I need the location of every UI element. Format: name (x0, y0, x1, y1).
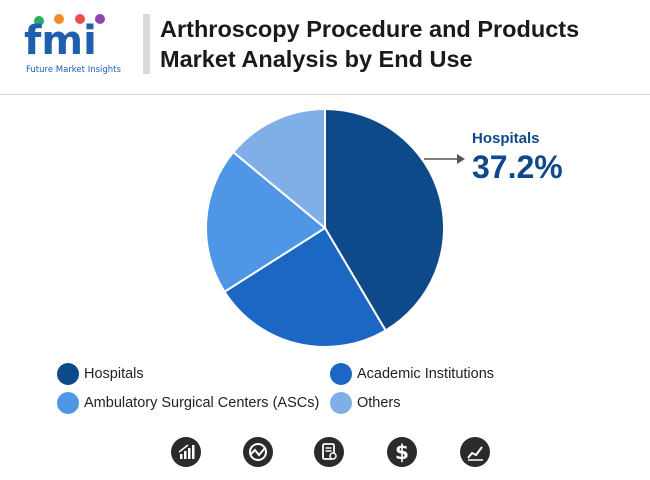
title-accent-bar (143, 14, 150, 74)
legend-swatch-hospitals (57, 363, 79, 385)
legend-item-hospitals[interactable]: Hospitals (57, 363, 144, 385)
legend-label-academic-institutions: Academic Institutions (357, 366, 495, 382)
title-line-1: Arthroscopy Procedure and Products (160, 16, 580, 42)
logo-text: fmi (24, 18, 97, 64)
logo-subtext: Future Market Insights (26, 65, 121, 75)
hospitals-callout: Hospitals 37.2% (472, 130, 563, 186)
pie-slice-academic-institutions[interactable] (223, 226, 387, 348)
fmi-logo-graphic: fmi Future Market Insights (24, 14, 121, 75)
title-line-2: Market Analysis by End Use (160, 46, 473, 72)
trend-analysis-icon[interactable] (243, 437, 273, 467)
line-chart-icon[interactable] (460, 437, 490, 467)
pie-slice-ambulatory-surgical-centers-ascs[interactable] (205, 150, 327, 294)
dollar-icon[interactable]: $ (387, 437, 417, 467)
header-divider (0, 94, 650, 95)
legend-item-academic-institutions[interactable]: Academic Institutions (330, 363, 494, 385)
legend-swatch-ascs (57, 392, 79, 414)
pie-slice-hospitals[interactable] (324, 107, 446, 332)
report-document-icon[interactable] (314, 437, 344, 467)
legend-label-others: Others (357, 395, 401, 411)
legend-item-others[interactable]: Others (330, 392, 401, 414)
callout-arrow (424, 154, 465, 164)
page-title: Arthroscopy Procedure and Products Marke… (160, 14, 640, 74)
pie-chart (205, 107, 465, 348)
callout-value: 37.2% (472, 149, 563, 185)
legend-swatch-others (330, 392, 352, 414)
pie-slices (205, 107, 446, 348)
pie-slice-others[interactable] (231, 107, 326, 231)
legend-item-ascs[interactable]: Ambulatory Surgical Centers (ASCs) (57, 392, 319, 414)
bar-chart-icon[interactable] (171, 437, 201, 467)
legend-label-hospitals: Hospitals (84, 366, 144, 382)
svg-text:$: $ (395, 440, 409, 464)
legend-label-ascs: Ambulatory Surgical Centers (ASCs) (84, 395, 320, 411)
callout-label: Hospitals (472, 130, 540, 147)
fmi-logo[interactable]: fmi Future Market Insights (22, 10, 132, 78)
header: fmi Future Market Insights Arthroscopy P… (0, 0, 650, 94)
footer-icon-row: $ (0, 437, 650, 469)
legend-swatch-academic-institutions (330, 363, 352, 385)
